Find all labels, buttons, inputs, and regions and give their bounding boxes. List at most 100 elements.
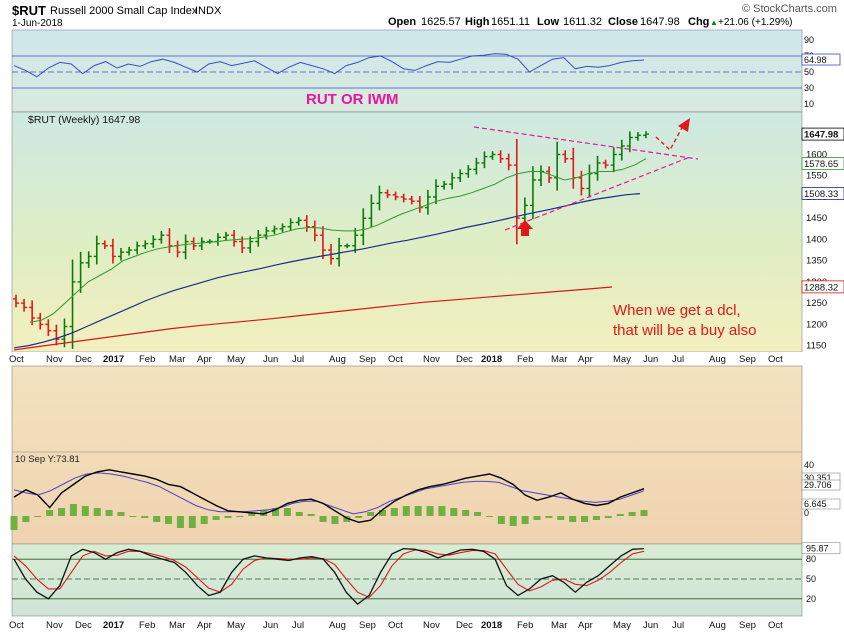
stoch-tick-label: 80 — [806, 554, 816, 564]
x-axis-label-top: Feb — [139, 354, 155, 365]
stoch-value-box — [801, 542, 841, 555]
index-name: Russell 2000 Small Cap Index — [50, 5, 198, 17]
macd-histogram-bar — [165, 516, 173, 524]
macd-line — [13, 469, 645, 524]
x-axis-label-bottom: Sep — [359, 620, 376, 631]
macd-histogram-bar — [438, 506, 446, 516]
up-arrow-icon — [517, 220, 533, 236]
macd-histogram-bar — [521, 516, 529, 524]
macd-histogram-bar — [355, 516, 363, 518]
macd-histogram-bar — [188, 516, 196, 528]
x-axis-label-bottom: Sep — [739, 620, 756, 631]
x-axis-label-top: 2017 — [103, 354, 124, 365]
open-label: Open — [388, 16, 416, 28]
macd-histogram-bar — [509, 516, 517, 526]
x-axis-label-top: Mar — [169, 354, 185, 365]
sma-mid-line — [13, 193, 641, 349]
x-axis-label-top: Sep — [359, 354, 376, 365]
x-axis-label-bottom: 2018 — [481, 620, 502, 631]
macd-tick-label: 6.645 — [804, 499, 827, 509]
macd-histogram-bar — [224, 516, 232, 518]
macd-histogram-bar — [533, 516, 541, 520]
x-axis-label-top: May — [613, 354, 631, 365]
low-label: Low — [537, 16, 559, 28]
xaxis-band-top — [12, 352, 802, 366]
rsi-last-value-box — [801, 53, 841, 66]
macd-tick-label: 40 — [804, 460, 814, 470]
macd-histogram-bar — [69, 504, 77, 516]
x-axis-label-top: Jul — [672, 354, 684, 365]
macd-histogram-bar — [343, 516, 351, 522]
macd-histogram-bar — [93, 508, 101, 516]
x-axis-label-bottom: Oct — [9, 620, 24, 631]
projection-arrowhead-icon — [678, 118, 690, 132]
x-axis-label-bottom: Dec — [75, 620, 92, 631]
stoch-d-line — [13, 549, 645, 599]
x-axis-label-top: Feb — [517, 354, 533, 365]
low-value: 1611.32 — [563, 16, 602, 28]
macd-histogram-bar — [129, 516, 137, 517]
exchange: INDX — [195, 5, 222, 17]
price-overlay-label: 1578.65 — [804, 159, 838, 170]
price-series-label: $RUT (Weekly) 1647.98 — [28, 114, 140, 126]
macd-histogram-bar — [414, 506, 422, 516]
macd-histogram-bar — [450, 508, 458, 516]
x-axis-label-bottom: Feb — [517, 620, 533, 631]
macd-histogram-bar — [295, 512, 303, 516]
x-axis-label-bottom: May — [613, 620, 631, 631]
stoch-tick-label: 20 — [806, 594, 816, 604]
price-overlay-box — [801, 187, 844, 200]
x-axis-label-top: Mar — [551, 354, 567, 365]
chg-value: +21.06 (+1.29%) — [718, 17, 793, 28]
x-axis-label-bottom: Jul — [292, 620, 304, 631]
x-axis-label-bottom: Jun — [263, 620, 278, 631]
price-overlay-box — [801, 280, 844, 294]
macd-tick-label: 0 — [804, 508, 809, 518]
x-axis-label-top: Jun — [263, 354, 278, 365]
macd-histogram-bar — [176, 516, 184, 528]
chart-date: 1-Jun-2018 — [12, 18, 63, 29]
stoch-tick-label: 95.87 — [806, 544, 829, 554]
macd-histogram-bar — [628, 512, 636, 516]
macd-histogram-bar — [474, 512, 482, 516]
price-overlay-box — [801, 157, 844, 170]
price-overlay-label: 1647.98 — [804, 130, 838, 141]
macd-histogram-bar — [153, 516, 161, 522]
macd-histogram-bar — [200, 516, 208, 524]
price-tick-label: 1250 — [806, 298, 827, 309]
price-tick-label: 1350 — [806, 256, 827, 267]
macd-histogram-bar — [319, 516, 327, 522]
x-axis-label-bottom: Jun — [643, 620, 658, 631]
stochastic-panel — [11, 543, 803, 617]
macd-histogram-bar — [117, 512, 125, 516]
projection-arrow — [655, 123, 685, 152]
price-tick-label: 1550 — [806, 171, 827, 182]
macd-histogram-bar — [307, 514, 315, 516]
x-axis-label-top: Dec — [456, 354, 473, 365]
x-axis-label-top: May — [227, 354, 245, 365]
x-axis-label-top: Jul — [292, 354, 304, 365]
x-axis-label-top: Nov — [46, 354, 63, 365]
x-axis-label-bottom: Aug — [329, 620, 346, 631]
macd-histogram-bar — [569, 516, 577, 522]
price-overlay-label: 1288.32 — [804, 282, 838, 293]
triangle-upper-line — [473, 126, 699, 160]
triangle-lower-line — [504, 156, 691, 231]
rsi-tick-label: 90 — [804, 35, 814, 45]
open-value: 1625.57 — [421, 16, 461, 28]
x-axis-label-top: Aug — [329, 354, 346, 365]
x-axis-label-top: Oct — [9, 354, 24, 365]
macd-histogram-bar — [485, 516, 493, 517]
stoch-k-line — [13, 547, 645, 605]
macd-tick-label: 29.706 — [804, 480, 832, 490]
annotation-note-1: When we get a dcl, — [613, 302, 741, 319]
macd-histogram-bar — [616, 514, 624, 516]
x-axis-label-top: Oct — [768, 354, 783, 365]
rsi-tick-label: 50 — [804, 67, 814, 77]
x-axis-label-bottom: Oct — [768, 620, 783, 631]
macd-histogram-bar — [212, 516, 220, 520]
x-axis-label-bottom: Dec — [456, 620, 473, 631]
macd-histogram-bar — [283, 508, 291, 516]
macd-histogram-bar — [236, 516, 244, 517]
